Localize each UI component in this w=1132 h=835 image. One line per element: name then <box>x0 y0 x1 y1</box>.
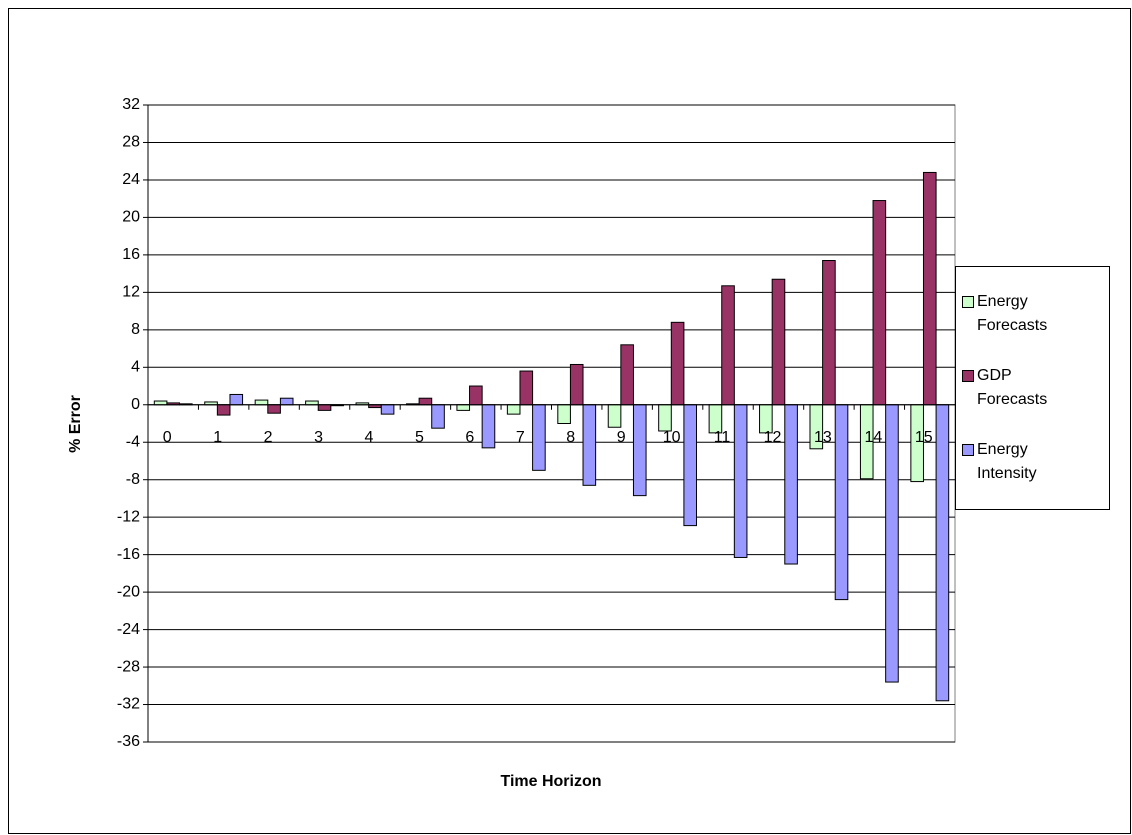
bar <box>519 370 534 406</box>
bar <box>658 404 672 432</box>
legend-label: Energy Intensity <box>977 441 1037 482</box>
x-tick-label: 7 <box>516 429 525 446</box>
y-tick-label: -12 <box>117 508 140 525</box>
bar <box>822 260 836 406</box>
bar <box>922 171 937 406</box>
x-tick-label: 3 <box>314 429 323 446</box>
x-tick-label: 8 <box>566 429 575 446</box>
x-tick-label: 5 <box>415 429 424 446</box>
legend-label: GDP Forecasts <box>977 367 1048 408</box>
bar <box>153 400 168 406</box>
bar <box>683 404 698 527</box>
x-tick-label: 2 <box>264 429 273 446</box>
legend-swatch <box>962 296 974 308</box>
bar <box>721 285 735 406</box>
y-tick-label: 12 <box>122 284 140 301</box>
y-tick-label: -8 <box>126 471 140 488</box>
bar <box>456 404 471 411</box>
x-tick-label: 11 <box>714 429 731 446</box>
y-tick-label: 32 <box>122 96 140 113</box>
bar <box>784 404 798 565</box>
legend-label: Energy Forecasts <box>977 293 1048 334</box>
bar <box>216 404 231 416</box>
x-tick-label: 14 <box>864 429 882 446</box>
x-tick-label: 15 <box>915 429 933 446</box>
x-tick-label: 12 <box>764 429 782 446</box>
bar <box>229 393 244 406</box>
bar <box>885 404 899 683</box>
bar <box>872 200 887 406</box>
bar <box>834 404 849 601</box>
y-tick-label: -36 <box>117 733 140 750</box>
bar <box>935 404 950 702</box>
bar <box>506 404 521 415</box>
y-tick-label: 0 <box>131 396 140 413</box>
x-axis-label: Time Horizon <box>500 773 601 790</box>
bar <box>254 399 269 406</box>
bar <box>670 321 685 406</box>
x-tick-label: 9 <box>617 429 626 446</box>
bar <box>607 404 622 428</box>
legend-item: Energy Intensity <box>962 438 1103 486</box>
bar <box>418 397 433 406</box>
bar <box>733 404 748 558</box>
y-axis-label: % Error <box>67 395 84 453</box>
bar <box>620 344 634 406</box>
bar <box>267 404 281 414</box>
x-tick-label: 1 <box>213 429 222 446</box>
y-tick-label: 24 <box>122 171 140 188</box>
y-tick-label: -28 <box>117 658 140 675</box>
y-tick-label: -24 <box>117 621 140 638</box>
bar <box>317 404 332 411</box>
bar <box>279 397 294 406</box>
legend-swatch <box>962 444 974 456</box>
y-tick-label: 20 <box>122 209 140 226</box>
y-tick-label: -20 <box>117 583 140 600</box>
legend-item: Energy Forecasts <box>962 290 1103 338</box>
x-tick-label: 4 <box>365 429 374 446</box>
legend-swatch <box>962 370 974 382</box>
x-tick-label: 0 <box>163 429 172 446</box>
legend-item: GDP Forecasts <box>962 364 1103 412</box>
bar <box>532 404 546 471</box>
x-tick-label: 6 <box>465 429 474 446</box>
bar <box>380 404 395 415</box>
x-tick-label: 13 <box>814 429 832 446</box>
y-tick-label: 16 <box>122 246 140 263</box>
y-tick-label: -16 <box>117 546 140 563</box>
bar <box>632 404 647 497</box>
bar <box>469 385 483 406</box>
bar <box>305 400 319 406</box>
plot-area <box>147 104 956 743</box>
bar <box>569 363 584 406</box>
bar <box>771 278 786 406</box>
y-tick-label: 8 <box>131 321 140 338</box>
bar <box>557 404 571 425</box>
bar <box>481 404 496 449</box>
legend: Energy Forecasts GDP Forecasts Energy Inte… <box>955 266 1110 510</box>
y-tick-label: 4 <box>131 359 140 376</box>
bar <box>431 404 445 429</box>
y-tick-label: -32 <box>117 696 140 713</box>
bar <box>582 404 597 486</box>
y-tick-label: -4 <box>126 433 140 450</box>
y-tick-label: 28 <box>122 134 140 151</box>
x-tick-label: 10 <box>663 429 681 446</box>
